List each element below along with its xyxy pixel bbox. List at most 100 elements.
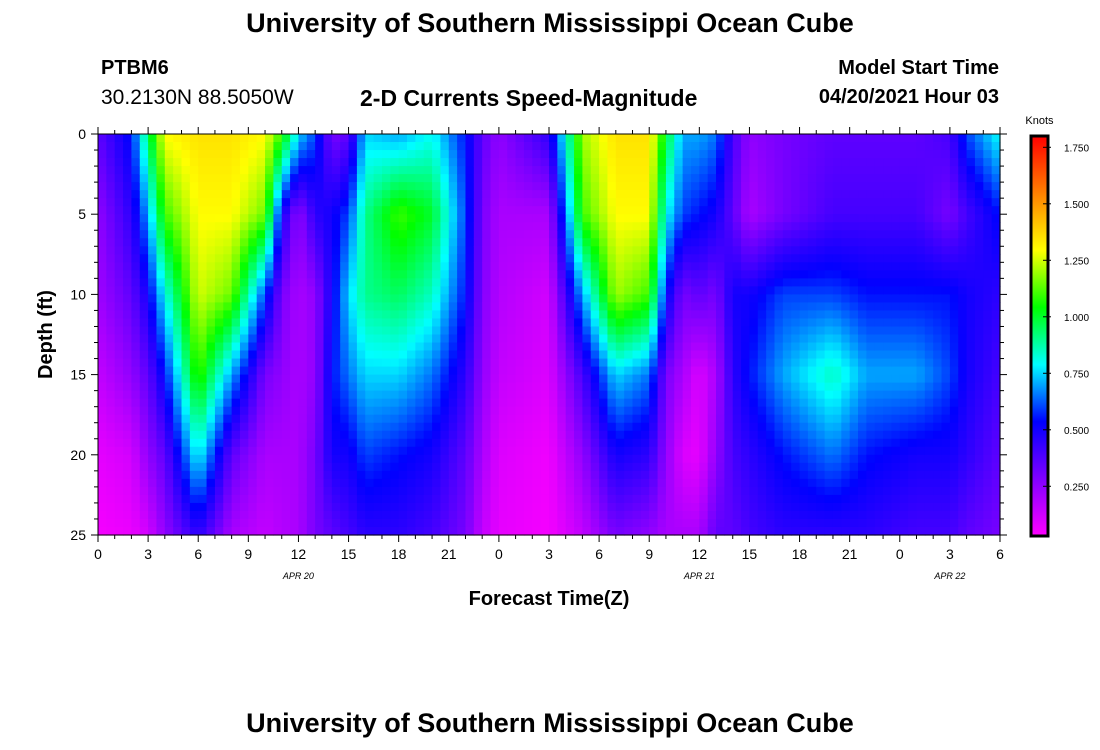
heatmap-cell — [832, 134, 842, 143]
heatmap-cell — [398, 486, 408, 496]
heatmap-cell — [899, 166, 909, 175]
heatmap-cell — [148, 334, 158, 344]
heatmap-cell — [407, 374, 416, 384]
heatmap-cell — [156, 134, 166, 143]
heatmap-cell — [749, 286, 759, 295]
heatmap-cell — [465, 150, 475, 159]
heatmap-cell — [624, 326, 634, 336]
heatmap-cell — [640, 478, 650, 488]
heatmap-cell — [766, 422, 776, 432]
heatmap-cell — [407, 350, 416, 360]
heatmap-cell — [223, 406, 233, 416]
heatmap-cell — [407, 470, 416, 480]
heatmap-cell — [381, 486, 391, 496]
heatmap-cell — [507, 406, 517, 416]
heatmap-cell — [557, 342, 567, 352]
heatmap-cell — [407, 270, 416, 279]
heatmap-cell — [791, 318, 801, 328]
heatmap-cell — [123, 230, 133, 239]
heatmap-cell — [473, 286, 483, 295]
heatmap-cell — [131, 262, 141, 271]
heatmap-cell — [206, 462, 216, 472]
heatmap-cell — [340, 406, 350, 416]
heatmap-cell — [515, 150, 525, 159]
heatmap-cell — [699, 230, 709, 239]
heatmap-cell — [841, 510, 851, 520]
heatmap-cell — [440, 518, 450, 528]
heatmap-cell — [532, 422, 542, 432]
heatmap-cell — [782, 366, 792, 376]
heatmap-cell — [206, 286, 216, 295]
heatmap-cell — [239, 150, 249, 159]
heatmap-cell — [164, 366, 174, 376]
heatmap-cell — [866, 190, 876, 199]
heatmap-cell — [139, 390, 149, 400]
heatmap-cell — [198, 390, 208, 400]
heatmap-cell — [908, 134, 918, 143]
heatmap-cell — [206, 206, 216, 215]
heatmap-cell — [682, 174, 692, 183]
heatmap-cell — [156, 382, 166, 392]
heatmap-cell — [114, 198, 124, 207]
heatmap-cell — [766, 446, 776, 456]
heatmap-cell — [457, 302, 467, 312]
heatmap-cell — [448, 166, 458, 175]
heatmap-cell — [615, 422, 625, 432]
heatmap-cell — [356, 518, 366, 528]
heatmap-cell — [281, 190, 291, 199]
heatmap-cell — [490, 518, 500, 528]
heatmap-cell — [841, 294, 851, 304]
heatmap-cell — [373, 302, 383, 312]
heatmap-cell — [724, 294, 734, 304]
heatmap-cell — [574, 198, 584, 207]
heatmap-cell — [139, 350, 149, 360]
heatmap-cell — [816, 366, 826, 376]
heatmap-cell — [574, 366, 584, 376]
heatmap-cell — [523, 206, 533, 215]
heatmap-cell — [448, 374, 458, 384]
heatmap-cell — [766, 334, 776, 344]
heatmap-cell — [365, 198, 375, 207]
heatmap-cell — [340, 150, 350, 159]
heatmap-cell — [766, 342, 776, 352]
heatmap-cell — [164, 526, 174, 536]
heatmap-cell — [832, 334, 842, 344]
heatmap-cell — [782, 198, 792, 207]
heatmap-cell — [766, 214, 776, 223]
heatmap-cell — [908, 302, 918, 312]
heatmap-cell — [373, 478, 383, 488]
heatmap-cell — [791, 350, 801, 360]
heatmap-cell — [114, 478, 124, 488]
heatmap-cell — [924, 134, 934, 143]
heatmap-cell — [173, 446, 183, 456]
heatmap-cell — [866, 398, 876, 408]
heatmap-cell — [356, 446, 366, 456]
heatmap-cell — [281, 462, 291, 472]
heatmap-cell — [549, 206, 558, 215]
heatmap-cell — [574, 414, 584, 424]
heatmap-cell — [607, 182, 617, 191]
heatmap-cell — [365, 374, 375, 384]
heatmap-cell — [690, 406, 700, 416]
heatmap-cell — [189, 198, 199, 207]
heatmap-cell — [899, 214, 909, 223]
heatmap-cell — [239, 342, 249, 352]
heatmap-cell — [432, 502, 442, 512]
heatmap-cell — [607, 350, 617, 360]
heatmap-cell — [807, 262, 817, 271]
heatmap-cell — [716, 230, 725, 239]
heatmap-cell — [156, 390, 166, 400]
heatmap-cell — [782, 342, 792, 352]
heatmap-cell — [214, 222, 224, 231]
heatmap-cell — [123, 518, 133, 528]
heatmap-cell — [807, 518, 817, 528]
heatmap-cell — [599, 214, 609, 223]
heatmap-cell — [265, 446, 274, 456]
heatmap-cell — [883, 502, 893, 512]
heatmap-cell — [807, 222, 817, 231]
heatmap-cell — [515, 174, 525, 183]
heatmap-cell — [206, 230, 216, 239]
heatmap-cell — [874, 414, 884, 424]
heatmap-cell — [582, 214, 592, 223]
heatmap-cell — [515, 326, 525, 336]
